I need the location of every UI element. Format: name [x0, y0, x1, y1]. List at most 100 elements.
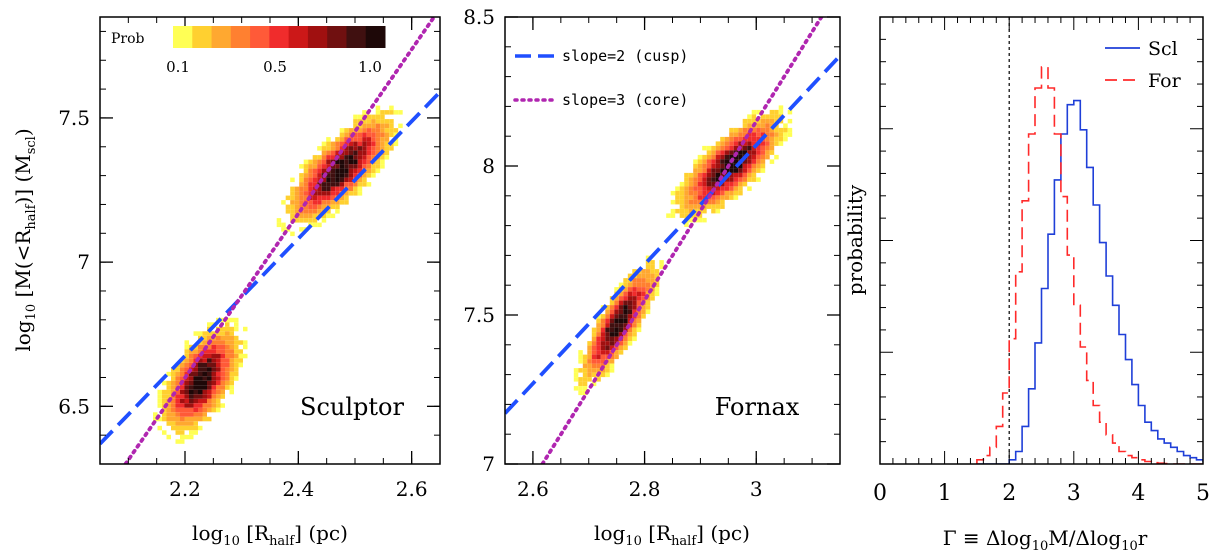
fornax-density-cell — [679, 204, 685, 209]
fornax-density-cell — [751, 159, 757, 164]
fornax-density-cell — [587, 368, 592, 373]
sculptor-density-cell — [321, 186, 327, 192]
fornax-density-cell — [650, 269, 655, 274]
fornax-density-cell — [697, 213, 703, 218]
sculptor-density-cell — [290, 213, 295, 219]
sculptor-density-cell — [335, 159, 340, 165]
sculptor-density-cell — [220, 376, 225, 381]
fornax-density-cell — [636, 273, 642, 279]
sculptor-density-cell — [303, 195, 309, 201]
fornax-density-cell — [711, 177, 716, 182]
histogram-panel: 0 1 2 3 4 5 Scl For Γ ≡ Δlog10M/Δlog10r proba… — [843, 16, 1210, 554]
fornax-density-cell — [645, 300, 651, 306]
sculptor-density-cell — [198, 403, 203, 408]
fornax-density-cell — [605, 363, 610, 369]
sculptor-density-cell — [202, 367, 207, 372]
sculptor-density-cell — [166, 421, 171, 426]
sculptor-density-cell — [180, 421, 185, 426]
fornax-density-cell — [765, 132, 770, 137]
colorbar-swatch — [307, 26, 328, 48]
sculptor-density-cell — [207, 389, 212, 395]
sculptor-density-cell — [162, 380, 167, 386]
fornax-density-cell — [702, 145, 707, 151]
sculptor-density-cell — [229, 344, 234, 350]
fornax-density-cell — [600, 336, 606, 342]
fornax-density-cell — [706, 186, 712, 191]
sculptor-density-cell — [357, 191, 363, 196]
fornax-density-cell — [609, 323, 615, 328]
sculptor-density-cell — [184, 362, 189, 368]
fornax-density-cell — [582, 354, 588, 360]
sculptor-density-cell — [335, 209, 340, 214]
fornax-density-cell — [641, 269, 646, 274]
sculptor-xlabel: log10 [Rhalf] (pc) — [192, 521, 348, 549]
sculptor-density-cell — [371, 114, 376, 120]
sculptor-density-cell — [234, 376, 239, 381]
sculptor-density-cell — [180, 412, 185, 417]
sculptor-density-cell — [207, 398, 212, 404]
sculptor-density-cell — [166, 380, 171, 386]
sculptor-density-cell — [344, 173, 349, 178]
fornax-density-cell — [774, 136, 779, 142]
sculptor-density-cell — [193, 371, 198, 377]
sculptor-density-cell — [303, 173, 309, 178]
fornax-density-cell — [738, 141, 743, 146]
sculptor-density-cell — [326, 177, 331, 183]
sculptor-density-cell — [175, 367, 180, 372]
fornax-density-cell — [636, 300, 642, 306]
sculptor-density-cell — [398, 123, 403, 129]
sculptor-density-cell — [243, 344, 248, 350]
sculptor-density-cell — [299, 177, 304, 183]
sculptor-density-cell — [207, 322, 212, 327]
fornax-density-cell — [605, 318, 610, 324]
sculptor-density-cell — [344, 128, 349, 133]
fornax-density-cell — [632, 300, 637, 306]
fornax-density-cell — [747, 177, 752, 182]
fornax-density-cell — [697, 172, 703, 178]
sculptor-density-cell — [339, 182, 345, 187]
fornax-density-cell — [582, 368, 588, 373]
fornax-density-cell — [738, 127, 743, 133]
fornax-density-cell — [645, 291, 651, 297]
sculptor-density-cell — [189, 434, 194, 440]
fornax-density-cell — [609, 332, 615, 337]
sculptor-density-cell — [375, 114, 381, 120]
fornax-density-cell — [627, 336, 633, 342]
sculptor-density-cell — [371, 146, 376, 151]
sculptor-density-cell — [348, 173, 354, 178]
sculptor-density-cell — [229, 353, 234, 359]
sculptor-density-cell — [303, 213, 309, 219]
histogram-x-tick-label: 1 — [938, 481, 952, 506]
sculptor-density-cell — [202, 380, 207, 386]
sculptor-density-cell — [303, 218, 309, 223]
sculptor-density-cell — [326, 141, 331, 147]
sculptor-density-cell — [243, 353, 248, 359]
sculptor-density-cell — [294, 195, 300, 201]
sculptor-density-cell — [198, 394, 203, 399]
fornax-density-cell — [645, 287, 651, 292]
sculptor-density-cell — [317, 155, 322, 160]
sculptor-density-cell — [371, 119, 376, 124]
fornax-density-cell — [591, 336, 597, 342]
sculptor-density-cell — [193, 389, 198, 395]
fornax-density-cell — [751, 145, 757, 151]
sculptor-density-cell — [202, 385, 207, 390]
fornax-density-cell — [778, 136, 784, 142]
fornax-density-cell — [688, 190, 694, 196]
sculptor-density-cell — [375, 150, 381, 156]
fornax-density-cell — [724, 154, 730, 160]
fornax-density-cell — [632, 269, 637, 274]
fornax-density-cell — [596, 314, 601, 319]
sculptor-density-cell — [384, 141, 390, 147]
sculptor-density-cell — [357, 146, 363, 151]
sculptor-density-cell — [326, 195, 331, 201]
fornax-density-cell — [587, 341, 592, 346]
sculptor-density-cell — [312, 159, 318, 165]
fornax-density-cell — [747, 118, 752, 124]
fornax-density-cell — [573, 377, 579, 382]
sculptor-density-cell — [189, 403, 194, 408]
sculptor-density-cell — [211, 389, 216, 395]
fornax-density-cell — [684, 177, 689, 182]
sculptor-density-cell — [189, 371, 194, 377]
fornax-density-cell — [636, 309, 642, 315]
